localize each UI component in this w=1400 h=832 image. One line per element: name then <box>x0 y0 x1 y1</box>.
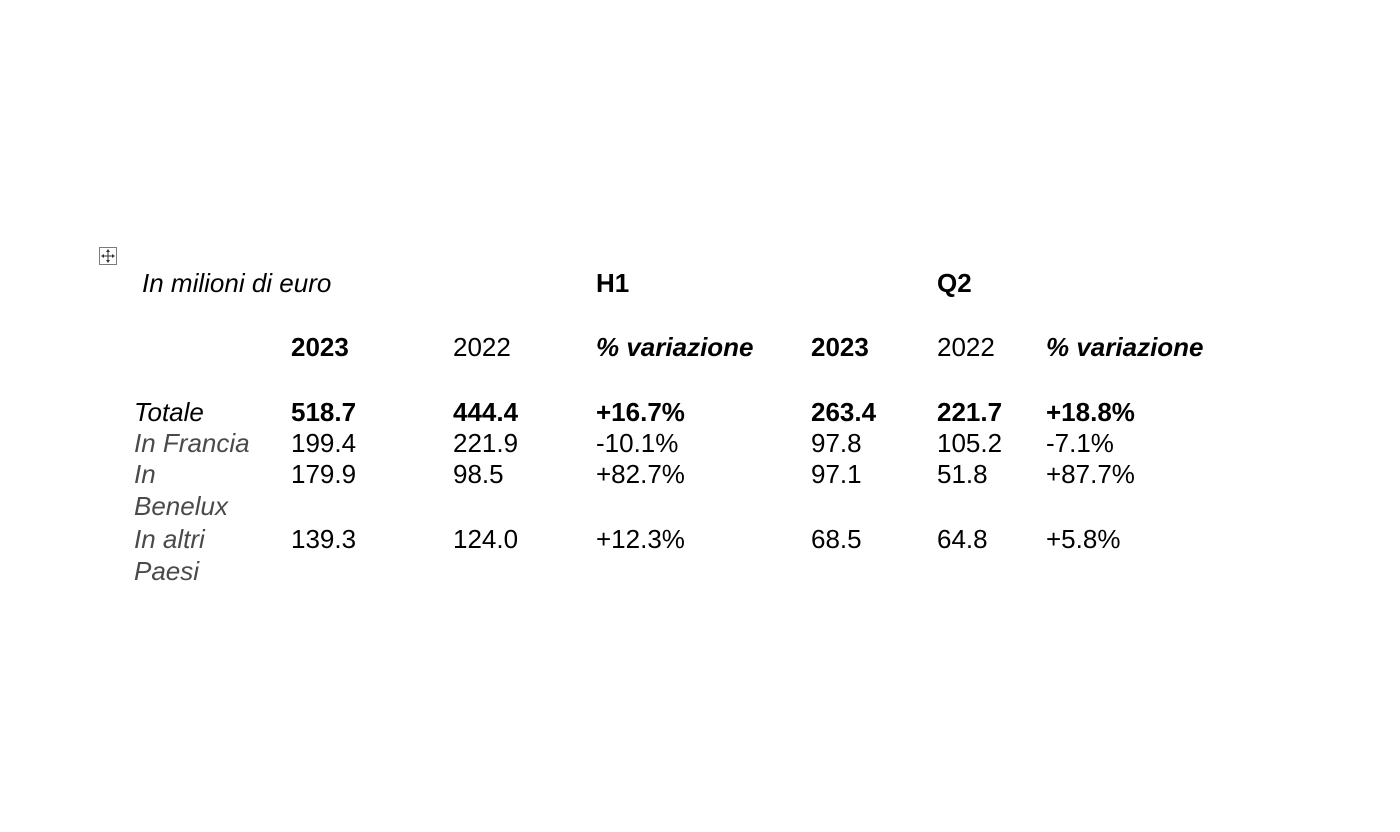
table-cell: -10.1% <box>596 428 679 458</box>
column-header: 2023 <box>811 332 869 362</box>
table-cell: +87.7% <box>1046 459 1135 489</box>
table-cell: 97.1 <box>811 459 862 489</box>
column-header: 2023 <box>291 332 349 362</box>
table-cell: 199.4 <box>291 428 357 458</box>
column-header: % variazione <box>1046 332 1204 362</box>
table-cell: -7.1% <box>1046 428 1114 458</box>
table-cell: 263.4 <box>811 397 877 427</box>
table-cell: 105.2 <box>937 428 1003 458</box>
table-cell: 68.5 <box>811 524 862 554</box>
table-cell: 98.5 <box>453 459 504 489</box>
table-cell: 221.7 <box>937 397 1003 427</box>
row-label: In Francia <box>134 428 250 458</box>
table-move-handle-icon[interactable] <box>99 247 117 265</box>
table-cell: 444.4 <box>453 397 519 427</box>
group-header-h1: H1 <box>596 268 630 298</box>
table-cell: 518.7 <box>291 397 357 427</box>
table-cell: 124.0 <box>453 524 519 554</box>
table-cell: 179.9 <box>291 459 357 489</box>
table-cell: 97.8 <box>811 428 862 458</box>
table-cell: +18.8% <box>1046 397 1135 427</box>
table-cell: 64.8 <box>937 524 988 554</box>
table-cell: +16.7% <box>596 397 685 427</box>
column-header: 2022 <box>453 332 511 362</box>
table-cell: +5.8% <box>1046 524 1121 554</box>
row-label: In altri Paesi <box>134 524 205 586</box>
table-cell: 139.3 <box>291 524 357 554</box>
row-label: In Benelux <box>134 459 228 521</box>
column-header: 2022 <box>937 332 995 362</box>
table-cell: +12.3% <box>596 524 685 554</box>
unit-label: In milioni di euro <box>142 268 332 298</box>
row-label: Totale <box>134 397 204 427</box>
group-header-q2: Q2 <box>937 268 972 298</box>
column-header: % variazione <box>596 332 754 362</box>
table-cell: +82.7% <box>596 459 685 489</box>
table-cell: 221.9 <box>453 428 519 458</box>
table-cell: 51.8 <box>937 459 988 489</box>
